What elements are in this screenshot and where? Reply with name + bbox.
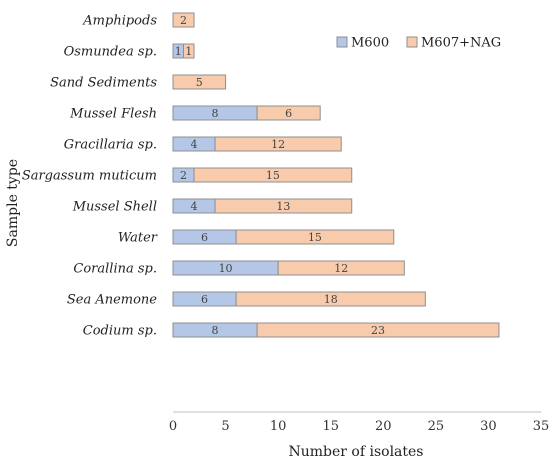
data-label-m607-nag-amphipods: 2 — [180, 14, 187, 27]
x-tick-label: 10 — [270, 419, 287, 434]
category-label-sea-anemone: Sea Anemone — [67, 293, 157, 308]
bar-m607-nag-mussel-flesh — [256, 105, 321, 121]
legend-swatch-m600 — [336, 36, 348, 48]
category-label-mussel-shell: Mussel Shell — [72, 200, 157, 215]
data-label-m607-nag-corallina-sp: 12 — [334, 262, 348, 275]
x-axis: 0 5 10 15 20 25 30 35 — [169, 411, 550, 434]
data-label-m607-nag-osmundea-sp: 1 — [185, 45, 192, 58]
x-tick-label: 0 — [169, 419, 177, 434]
category-label-codium-sp: Codium sp. — [83, 324, 157, 339]
x-tick-label: 35 — [533, 419, 550, 434]
bar-m607-nag-sand-sediments — [172, 74, 227, 90]
y-axis-title: Sample type — [5, 159, 21, 247]
category-label-sand-sediments: Sand Sediments — [50, 76, 157, 91]
x-tick-label: 30 — [480, 419, 497, 434]
bar-m607-nag-codium-sp — [256, 322, 500, 338]
bar-m607-nag-corallina-sp — [277, 260, 405, 276]
bar-m607-nag-sea-anemone — [235, 291, 426, 307]
data-label-m607-nag-mussel-shell: 13 — [276, 200, 290, 213]
data-label-m607-nag-sea-anemone: 18 — [324, 293, 338, 306]
data-label-m600-codium-sp: 8 — [212, 324, 219, 337]
data-label-m600-mussel-flesh: 8 — [212, 107, 219, 120]
x-tick-label: 15 — [322, 419, 339, 434]
category-label-osmundea-sp: Osmundea sp. — [64, 45, 157, 60]
legend-label-m600: M600 — [351, 36, 389, 51]
data-label-m600-mussel-shell: 4 — [191, 200, 198, 213]
x-tick-label: 25 — [428, 419, 445, 434]
data-label-m607-nag-gracillaria-sp: 12 — [271, 138, 285, 151]
category-labels: Amphipods Osmundea sp. Sand Sediments Musse… — [22, 14, 158, 339]
data-label-m600-water: 6 — [201, 231, 208, 244]
data-label-m607-nag-sargassum-muticum: 15 — [266, 169, 280, 182]
bar-m607-nag-water — [235, 229, 395, 245]
data-label-m600-sea-anemone: 6 — [201, 293, 208, 306]
bar-m607-nag-osmundea-sp — [183, 43, 195, 59]
legend-swatch-m607-nag — [406, 36, 418, 48]
data-label-m600-sargassum-muticum: 2 — [180, 169, 187, 182]
bar-m607-nag-amphipods — [172, 12, 195, 28]
data-label-m600-osmundea-sp: 1 — [175, 45, 182, 58]
data-label-m607-nag-codium-sp: 23 — [371, 324, 385, 337]
bar-m607-nag-gracillaria-sp — [214, 136, 342, 152]
data-label-m607-nag-mussel-flesh: 6 — [285, 107, 292, 120]
category-label-water: Water — [118, 231, 158, 246]
category-label-gracillaria-sp: Gracillaria sp. — [64, 138, 157, 153]
data-label-m607-nag-sand-sediments: 5 — [196, 76, 203, 89]
x-axis-title: Number of isolates — [288, 444, 423, 460]
data-label-m600-gracillaria-sp: 4 — [191, 138, 198, 151]
data-label-m600-corallina-sp: 10 — [219, 262, 233, 275]
bar-m607-nag-sargassum-muticum — [193, 167, 353, 183]
legend: M600 M607+NAG — [336, 36, 501, 51]
category-label-amphipods: Amphipods — [82, 14, 157, 29]
bar-m607-nag-mussel-shell — [214, 198, 353, 214]
x-tick-label: 20 — [375, 419, 392, 434]
legend-label-m607-nag: M607+NAG — [421, 36, 501, 51]
x-tick-label: 5 — [221, 419, 229, 434]
data-label-m607-nag-water: 15 — [308, 231, 322, 244]
category-label-corallina-sp: Corallina sp. — [73, 262, 157, 277]
category-label-mussel-flesh: Mussel Flesh — [69, 107, 157, 122]
category-label-sargassum-muticum: Sargassum muticum — [22, 169, 157, 184]
